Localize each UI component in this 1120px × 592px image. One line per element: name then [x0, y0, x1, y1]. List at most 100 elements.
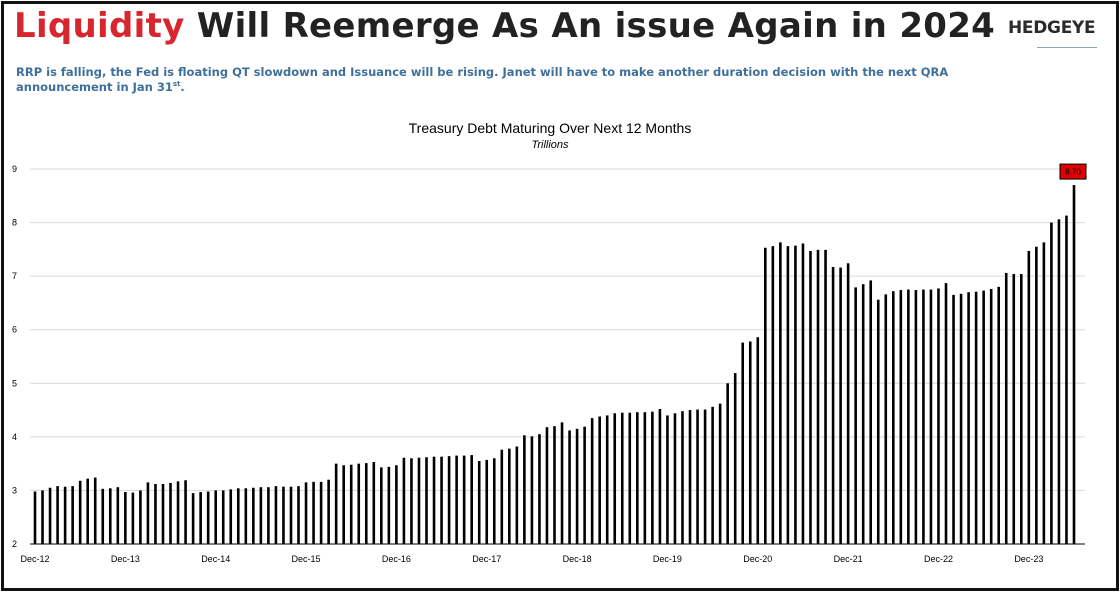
- bar: [598, 416, 601, 544]
- bar: [71, 486, 74, 544]
- bar: [364, 463, 368, 544]
- bar: [545, 427, 549, 544]
- bar: [470, 455, 473, 544]
- bar: [1057, 219, 1061, 545]
- bar: [485, 459, 489, 544]
- bar: [523, 435, 526, 544]
- bar: [861, 284, 865, 544]
- bar: [131, 492, 135, 544]
- bar: [952, 294, 955, 544]
- bar: [410, 458, 413, 544]
- chart-title: Treasury Debt Maturing Over Next 12 Mont…: [408, 120, 692, 136]
- x-tick-label: Dec-18: [563, 554, 592, 564]
- bar: [899, 290, 903, 544]
- bar: [274, 486, 278, 544]
- bar: [741, 342, 745, 544]
- bar: [395, 465, 398, 544]
- bar: [605, 415, 609, 544]
- bar: [688, 410, 692, 544]
- bar: [462, 455, 466, 544]
- bar: [508, 448, 511, 544]
- x-tick-label: Dec-22: [924, 554, 953, 564]
- bar: [673, 413, 677, 544]
- bar: [161, 484, 165, 544]
- brand-underline: [1037, 47, 1097, 48]
- bar: [500, 449, 504, 544]
- headline-rest: Will Reemerge As An issue Again in 2024: [184, 6, 996, 46]
- bar: [982, 290, 985, 544]
- bar: [349, 464, 353, 544]
- bar: [48, 487, 52, 544]
- bar: [176, 481, 180, 544]
- chart-subtitle: Trillions: [531, 139, 569, 151]
- bar: [221, 490, 225, 544]
- bar: [282, 486, 285, 544]
- bar: [801, 243, 805, 544]
- bar: [417, 457, 421, 544]
- bar: [628, 412, 632, 544]
- bar: [267, 487, 270, 544]
- bar: [41, 490, 44, 544]
- bar: [681, 411, 684, 544]
- bar: [214, 490, 217, 544]
- bar: [636, 412, 639, 544]
- subtitle-sup: st: [172, 80, 181, 88]
- bar: [252, 487, 255, 544]
- bar: [146, 482, 150, 544]
- bar: [771, 246, 775, 544]
- bar: [78, 480, 82, 544]
- bar: [1004, 272, 1008, 544]
- bar: [922, 289, 925, 544]
- page-title: Liquidity Will Reemerge As An issue Agai…: [14, 6, 995, 46]
- data-label-box: [1059, 163, 1087, 180]
- bar: [846, 263, 850, 544]
- bar: [1027, 250, 1031, 544]
- bar: [229, 489, 233, 544]
- bar: [342, 465, 345, 544]
- bar: [530, 436, 534, 544]
- x-tick-label: Dec-17: [472, 554, 501, 564]
- bar: [854, 287, 857, 544]
- bar: [380, 467, 383, 544]
- bar: [876, 299, 880, 544]
- bar: [583, 426, 586, 544]
- bar: [1072, 185, 1076, 544]
- bar: [884, 294, 888, 544]
- bar: [154, 484, 157, 544]
- bar: [620, 412, 624, 544]
- bar: [63, 486, 67, 544]
- y-tick-label: 5: [12, 378, 17, 388]
- bar: [816, 249, 820, 544]
- bar: [289, 486, 293, 544]
- bar: [425, 457, 428, 544]
- brand-logo: HEDGEYE: [1008, 18, 1096, 38]
- y-tick-label: 2: [12, 539, 17, 549]
- bar: [651, 411, 654, 544]
- bar: [1035, 246, 1038, 544]
- bar: [327, 479, 330, 544]
- bar: [831, 267, 835, 544]
- bar: [809, 250, 812, 544]
- x-tick-label: Dec-12: [20, 554, 49, 564]
- bar: [590, 418, 594, 544]
- bar: [244, 488, 248, 544]
- bar: [206, 491, 210, 544]
- headline-accent: Liquidity: [14, 6, 185, 46]
- bar: [786, 246, 790, 544]
- bar: [575, 428, 579, 544]
- bar: [236, 488, 240, 544]
- bar: [1050, 222, 1053, 544]
- bar: [191, 493, 195, 544]
- bar: [974, 291, 978, 544]
- y-tick-label: 8: [12, 218, 17, 228]
- bar: [914, 290, 918, 544]
- data-label: 8.70: [1065, 168, 1081, 177]
- bar: [989, 289, 993, 544]
- bar: [703, 409, 707, 544]
- bar: [169, 482, 172, 544]
- subtitle-end: .: [180, 79, 185, 94]
- bar: [199, 492, 202, 544]
- bar: [139, 490, 142, 544]
- bar: [357, 463, 361, 544]
- bar: [492, 458, 496, 544]
